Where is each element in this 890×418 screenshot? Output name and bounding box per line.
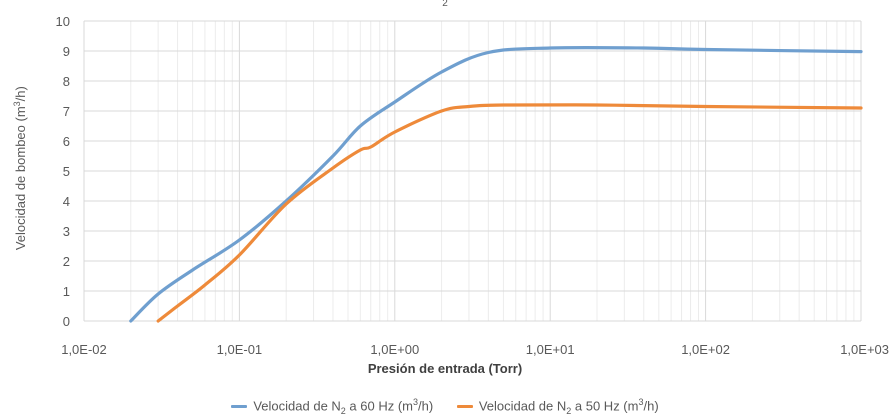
y-tick-label: 5 [63, 164, 70, 179]
series-line-0 [129, 46, 863, 323]
y-tick-label: 7 [63, 104, 70, 119]
legend-item-60hz: Velocidad de N2 a 60 Hz (m3/h) [231, 397, 433, 416]
x-tick-label: 1,0E-01 [217, 342, 263, 357]
y-tick-label: 1 [63, 284, 70, 299]
legend-50hz-part-1: Velocidad de N [478, 398, 567, 414]
legend-60hz-sub: 2 [340, 405, 346, 416]
series-line-1 [156, 103, 863, 323]
y-tick-label: 4 [63, 194, 70, 209]
x-tick-label: 1,0E+00 [370, 342, 419, 357]
y-tick-label: 6 [63, 134, 70, 149]
x-tick-label: 1,0E+03 [840, 342, 889, 357]
y-tick-label: 3 [63, 224, 70, 239]
legend-60hz-part-1: Velocidad de N [253, 398, 341, 414]
legend-50hz-sup: 3 [638, 397, 644, 408]
y-tick-label: 9 [63, 44, 70, 59]
legend-50hz-part-2: a 50 Hz (m [571, 398, 639, 414]
legend: Velocidad de N2 a 60 Hz (m3/h) Velocidad… [0, 396, 890, 416]
legend-60hz-part-3: /h) [418, 398, 434, 414]
legend-label-60hz: Velocidad de N2 a 60 Hz (m3/h) [253, 397, 433, 416]
series-lines [129, 46, 863, 323]
legend-swatch-60hz [231, 405, 248, 408]
legend-50hz-part-3: /h) [643, 398, 659, 414]
y-tick-label: 2 [63, 254, 70, 269]
y-tick-label: 8 [63, 74, 70, 89]
legend-50hz-sub: 2 [566, 405, 572, 416]
x-tick-label: 1,0E+01 [526, 342, 575, 357]
grid-lines [83, 20, 862, 322]
legend-swatch-50hz [456, 405, 473, 408]
x-tick-label: 1,0E-02 [61, 342, 107, 357]
title-subscript: 2 [442, 0, 448, 9]
legend-60hz-sup: 3 [413, 397, 419, 408]
legend-label-50hz: Velocidad de N2 a 50 Hz (m3/h) [479, 397, 659, 416]
y-tick-label: 0 [63, 314, 70, 329]
y-tick-label: 10 [56, 14, 70, 29]
legend-item-50hz: Velocidad de N2 a 50 Hz (m3/h) [456, 397, 659, 416]
x-tick-labels: 1,0E-02 1,0E-01 1,0E+00 1,0E+01 1,0E+02 1,0E+… [61, 342, 889, 357]
y-tick-labels: 0 1 2 3 4 5 6 7 8 9 10 [56, 14, 70, 329]
chart-title-fragment: 2 [0, 0, 890, 9]
x-tick-label: 1,0E+02 [681, 342, 730, 357]
x-axis-title: Presión de entrada (Torr) [367, 361, 523, 376]
legend-60hz-part-2: a 60 Hz (m [345, 398, 413, 414]
